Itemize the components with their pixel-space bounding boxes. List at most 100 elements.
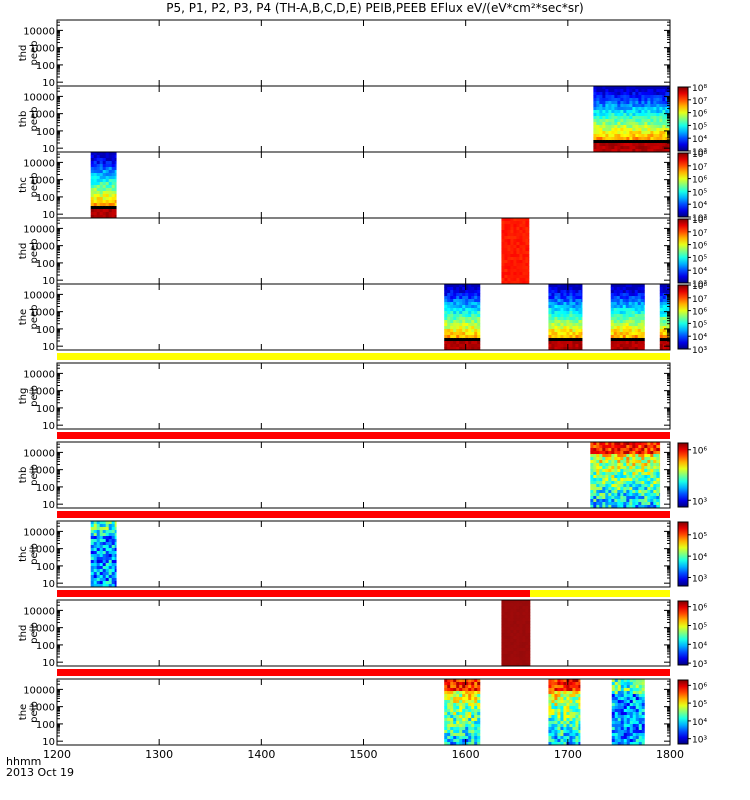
spectrogram-cell [102,209,107,213]
spectrogram-cell [628,308,633,312]
spectrogram-cell [611,92,615,96]
spectrogram-cell [578,736,581,740]
colorbar-tick-label: 10³ [692,660,707,670]
spectrogram-cell [108,554,113,558]
spectrogram-cell [626,472,630,476]
spectrogram-cell [504,254,508,258]
spectrogram-cell [525,642,529,646]
spectrogram-cell [444,317,448,321]
spectrogram-cell [659,302,664,306]
spectrogram-cell [626,679,631,683]
spectrogram-cell [593,487,597,491]
spectrogram-cell [554,323,558,327]
spectrogram-cell [625,308,630,312]
spectrogram-cell [629,724,634,728]
spectrogram-cell [522,266,526,270]
spectrogram-cell [635,442,639,446]
spectrogram-cell [632,445,636,449]
colorbar-tick-label: 10³ [692,497,707,507]
spectrogram-cell [114,572,117,576]
spectrogram-cell [557,329,561,333]
spectrogram-cell [638,92,642,96]
spectrogram-cell [551,314,555,318]
spectrogram-cell [548,299,552,303]
spectrogram-cell [569,700,573,704]
spectrogram-cell [659,101,663,105]
spectrogram-cell [656,149,660,153]
spectrogram-cell [548,685,552,689]
spectrogram-cell [507,618,511,622]
spectrogram-cell [668,98,671,102]
spectrogram-cell [525,242,529,246]
spectrogram-cell [462,290,466,294]
spectrogram-cell [462,329,466,333]
spectrogram-cell [611,736,616,740]
spectrogram-cell [105,191,110,195]
spectrogram-cell [551,335,555,339]
spectrogram-cell [462,302,466,306]
spectrogram-cell [90,584,95,588]
spectrogram-cell [611,104,615,108]
spectrogram-cell [566,335,570,339]
spectrogram-cell [593,460,597,464]
spectrogram-cell [611,101,615,105]
mode-bar [57,590,670,597]
spectrogram-cell [519,278,523,282]
spectrogram-cell [447,718,451,722]
spectrogram-cell [465,733,469,737]
spectrogram-cell [644,95,648,99]
spectrogram-cell [629,688,634,692]
spectrogram-cell [623,499,627,503]
spectrogram-cell [96,194,101,198]
x-tick-label: 1500 [350,748,378,761]
spectrogram-cell [620,475,624,479]
spectrogram-cell [578,730,581,734]
spectrogram-cell [644,107,648,111]
spectrogram-cell [631,314,636,318]
spectrogram-cell [105,185,110,189]
spectrogram-cell [447,287,451,291]
spectrogram-cell [551,317,555,321]
spectrogram-cell [513,633,517,637]
spectrogram-cell [578,287,582,291]
spectrogram-cell [501,245,505,249]
spectrogram-cell [560,326,564,330]
spectrogram-cell [659,487,661,491]
spectrogram-cell [632,116,636,120]
spectrogram-cell [459,323,463,327]
spectrogram-cell [102,566,107,570]
spectrogram-cell [501,221,505,225]
spectrogram-cell [557,739,561,743]
panel-label-product: peib [29,385,40,407]
spectrogram-cell [575,341,579,345]
spectrogram-cell [99,575,104,579]
spectrogram-cell [563,685,567,689]
spectrogram-cell [626,104,630,108]
spectrogram-cell [641,98,645,102]
spectrogram-cell [465,329,469,333]
spectrogram-cell [638,472,642,476]
spectrogram-cell [554,736,558,740]
spectrogram-cell [111,551,116,555]
spectrogram-cell [581,329,583,333]
spectrogram-cell [632,107,636,111]
spectrogram-cell [659,329,664,333]
spectrogram-cell [638,122,642,126]
spectrogram-cell [560,733,564,737]
spectrogram-cell [444,332,448,336]
spectrogram-cell [560,709,564,713]
spectrogram-cell [99,164,104,168]
spectrogram-cell [611,122,615,126]
spectrogram-cell [471,703,475,707]
spectrogram-cell [644,131,648,135]
spectrogram-cell [590,496,594,500]
spectrogram-cell [557,700,561,704]
spectrogram-cell [578,314,582,318]
spectrogram-cell [105,542,110,546]
spectrogram-cell [608,481,612,485]
spectrogram-cell [599,478,603,482]
spectrogram-cell [635,742,640,746]
spectrogram-cell [575,685,579,689]
spectrogram-cell [563,338,567,342]
spectrogram-cell [522,621,526,625]
